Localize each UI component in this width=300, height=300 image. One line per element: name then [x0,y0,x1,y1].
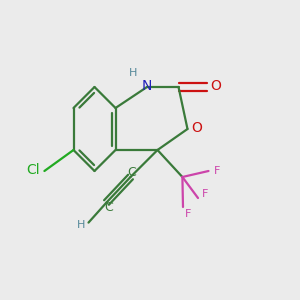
Text: O: O [210,80,221,93]
Text: N: N [142,80,152,93]
Text: H: H [128,68,137,78]
Text: F: F [214,166,220,176]
Text: Cl: Cl [26,164,40,177]
Text: O: O [191,122,202,135]
Text: F: F [201,189,208,200]
Text: C: C [104,201,113,214]
Text: H: H [77,220,85,230]
Text: C: C [128,166,136,179]
Text: F: F [185,208,192,219]
